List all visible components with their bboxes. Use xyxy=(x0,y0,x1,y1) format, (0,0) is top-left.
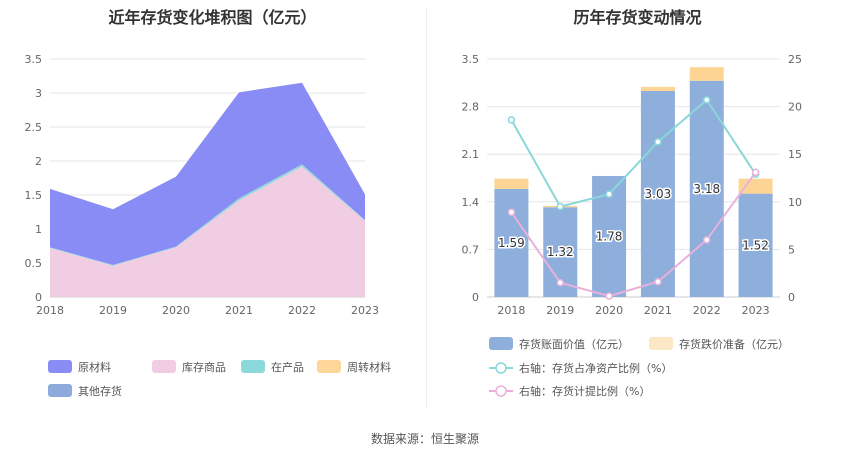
bar-line-chart: 0 0.7 1.4 2.1 2.8 3.5 0 5 10 15 20 25 2018 2019 2020 20… xyxy=(462,53,803,398)
x-tick-label: 2023 xyxy=(351,304,379,317)
x-tick-label: 2018 xyxy=(497,304,525,317)
x-tick-label: 2021 xyxy=(225,304,253,317)
x-tick-label: 2020 xyxy=(162,304,190,317)
x-tick-label: 2021 xyxy=(644,304,672,317)
right-chart-title: 历年存货变动情况 xyxy=(573,8,702,27)
line-series-2 xyxy=(510,171,757,298)
x-tick-label: 2023 xyxy=(742,304,770,317)
x-tick-label: 2020 xyxy=(595,304,623,317)
bar-impairment xyxy=(494,178,529,189)
legend-swatch xyxy=(48,360,72,373)
line-point xyxy=(605,292,613,300)
bar-impairment xyxy=(738,178,773,194)
y2-tick-label: 20 xyxy=(788,101,802,114)
line-point xyxy=(703,236,711,244)
bar-impairment xyxy=(689,67,724,81)
y-tick-label: 2 xyxy=(35,155,42,168)
y-tick-label: 0 xyxy=(35,291,42,304)
bar-inventory xyxy=(494,188,529,297)
bar-value-label: 3.18 xyxy=(693,182,720,196)
stacked-area-chart: 0 0.5 1 1.5 2 2.5 3 3.5 2018 2019 2020 2021 2022 2023… xyxy=(25,53,392,398)
legend-swatch xyxy=(317,360,341,373)
bar-value-label: 1.32 xyxy=(547,245,574,259)
area-原材料 xyxy=(50,82,365,266)
line-point xyxy=(751,168,760,177)
line-point xyxy=(605,190,613,198)
bar-impairment xyxy=(640,86,675,91)
y2-tick-label: 15 xyxy=(788,148,802,161)
legend-swatch xyxy=(152,360,176,373)
y-tick-label: 0.7 xyxy=(462,243,480,256)
y2-tick-label: 25 xyxy=(788,53,802,66)
data-source: 数据来源：恒生聚源 xyxy=(370,432,479,446)
y2-tick-label: 0 xyxy=(788,291,795,304)
legend-swatch xyxy=(649,337,673,350)
y-tick-label: 0.5 xyxy=(25,257,43,270)
legend-swatch xyxy=(489,337,513,350)
x-tick-label: 2019 xyxy=(546,304,574,317)
y-tick-label: 0 xyxy=(472,291,479,304)
bar-value-label: 3.03 xyxy=(645,187,672,201)
x-tick-label: 2019 xyxy=(99,304,127,317)
panel-divider xyxy=(426,8,427,408)
y2-tick-label: 5 xyxy=(788,243,795,256)
y-tick-label: 3 xyxy=(35,87,42,100)
y-tick-label: 2.5 xyxy=(25,121,43,134)
line-series-1 xyxy=(510,98,757,208)
y-tick-label: 3.5 xyxy=(25,53,43,66)
y-tick-label: 1.4 xyxy=(462,196,480,209)
bar-value-label: 1.59 xyxy=(498,236,525,250)
legend-label: 周转材料 xyxy=(347,360,391,374)
line-point xyxy=(703,96,711,104)
legend-label: 右轴：存货占净资产比例（%） xyxy=(519,361,672,375)
bar-value-label: 1.78 xyxy=(596,229,623,243)
x-tick-label: 2022 xyxy=(288,304,316,317)
line-point xyxy=(556,278,564,287)
line-point xyxy=(556,202,564,211)
legend-label: 右轴：存货计提比例（%） xyxy=(519,384,650,398)
legend-label: 其他存货 xyxy=(78,384,122,398)
legend-label: 存货跌价准备（亿元） xyxy=(679,337,789,351)
legend-marker xyxy=(495,362,507,374)
line-point xyxy=(507,116,516,124)
y-tick-label: 2.1 xyxy=(462,148,480,161)
y-tick-label: 1.5 xyxy=(25,189,43,202)
y-tick-label: 1 xyxy=(35,223,42,236)
bar-inventory xyxy=(640,90,675,298)
y2-tick-label: 10 xyxy=(788,196,802,209)
y-tick-label: 2.8 xyxy=(462,101,480,114)
x-tick-label: 2022 xyxy=(693,304,721,317)
legend-swatch xyxy=(48,384,72,397)
legend-marker xyxy=(495,385,507,397)
line-point xyxy=(654,278,662,286)
area-库存商品 xyxy=(50,166,365,297)
legend-label: 存货账面价值（亿元） xyxy=(519,337,629,351)
legend-label: 原材料 xyxy=(78,360,111,374)
x-tick-label: 2018 xyxy=(36,304,64,317)
bar-value-label: 1.52 xyxy=(742,238,769,252)
legend-label: 库存商品 xyxy=(182,360,226,374)
legend-swatch xyxy=(241,360,265,373)
legend-label: 在产品 xyxy=(271,360,304,374)
bar-inventory xyxy=(738,193,773,297)
left-chart-title: 近年存货变化堆积图（亿元） xyxy=(108,8,317,27)
line-point xyxy=(654,138,662,146)
y-tick-label: 3.5 xyxy=(462,53,480,66)
line-point xyxy=(507,208,516,217)
